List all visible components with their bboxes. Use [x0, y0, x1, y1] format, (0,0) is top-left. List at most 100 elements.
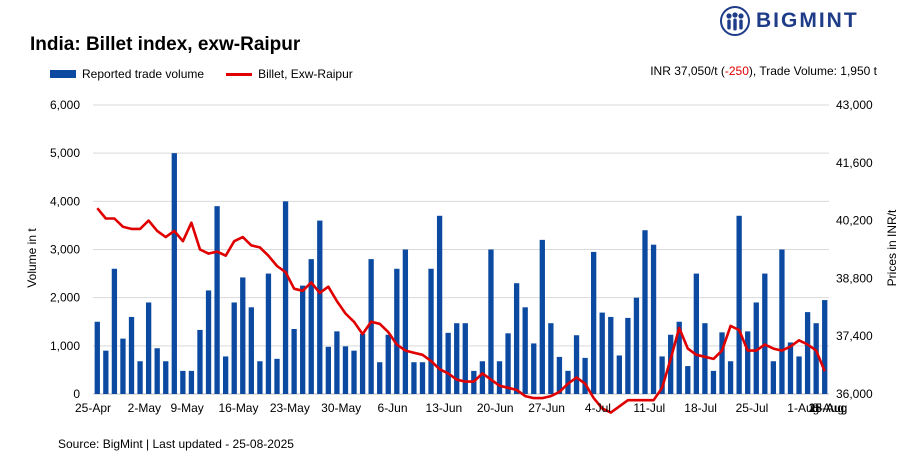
volume-bar — [625, 317, 631, 394]
volume-bar — [282, 201, 289, 394]
volume-bar — [753, 302, 759, 394]
volume-bar — [128, 316, 135, 394]
volume-bar — [445, 332, 451, 394]
volume-bar — [197, 329, 203, 394]
x-tick-label: 18-Jul — [684, 401, 717, 415]
volume-bar — [411, 362, 417, 394]
volume-bar — [659, 356, 665, 394]
x-tick-label: 27-Jun — [528, 401, 565, 415]
x-tick-label: 30-May — [321, 401, 361, 415]
volume-bar — [300, 285, 306, 394]
volume-bar — [573, 335, 580, 394]
volume-bar — [308, 259, 314, 394]
volume-bar — [719, 332, 725, 394]
bigmint-people-icon — [720, 6, 750, 36]
volume-bar — [214, 206, 220, 394]
volume-bar — [462, 323, 468, 394]
legend-line-swatch — [226, 72, 253, 76]
x-tick-label: 20-Jun — [477, 401, 514, 415]
volume-bar — [351, 350, 357, 394]
volume-bar — [513, 283, 520, 394]
volume-bar — [505, 333, 511, 394]
volume-bar — [745, 331, 751, 394]
volume-bar — [668, 334, 674, 394]
summary-suffix: ), Trade Volume: 1,950 t — [748, 64, 877, 78]
right-tick-label: 40,200 — [836, 214, 873, 228]
volume-bar — [419, 362, 426, 394]
volume-bar — [248, 307, 254, 394]
volume-bar — [582, 357, 588, 394]
right-tick-label: 36,000 — [836, 387, 873, 401]
volume-bar — [377, 362, 383, 394]
logo-text: BIGMINT — [756, 9, 859, 32]
legend: Reported trade volume Billet, Exw-Raipur — [50, 67, 353, 81]
x-tick-label: 6-Jun — [378, 401, 408, 415]
volume-bar — [171, 153, 177, 394]
volume-bar — [188, 370, 195, 394]
summary-change: -250 — [724, 64, 749, 78]
right-tick-label: 38,800 — [836, 271, 873, 285]
volume-bar — [385, 334, 391, 394]
volume-bar — [325, 346, 332, 394]
volume-bar — [599, 312, 605, 394]
volume-bar — [548, 323, 554, 394]
volume-bar — [402, 249, 409, 394]
volume-bar — [531, 343, 537, 394]
volume-bar — [137, 361, 143, 394]
volume-bar — [394, 268, 400, 394]
volume-bar — [428, 268, 434, 394]
volume-bar — [111, 268, 118, 394]
volume-bar — [685, 366, 691, 394]
legend-bar-swatch — [50, 70, 76, 78]
volume-bar — [257, 361, 263, 394]
volume-bar — [180, 370, 186, 394]
left-axis-ticks: 0 1,000 2,000 3,000 4,000 5,000 6,000 — [50, 98, 80, 401]
volume-bar — [787, 342, 794, 394]
volume-bar — [676, 321, 682, 394]
left-tick-label: 4,000 — [50, 194, 80, 208]
left-tick-label: 3,000 — [50, 243, 80, 257]
volume-bar — [702, 323, 708, 394]
volume-bar — [539, 239, 545, 394]
volume-bar — [727, 361, 734, 394]
volume-bar — [154, 348, 160, 394]
x-axis-ticks: 25-Apr 2-May 9-May 16-May 23-May 30-May 6-Jun 1… — [75, 401, 847, 415]
right-tick-label: 37,400 — [836, 329, 873, 343]
volume-bar — [616, 355, 622, 394]
volume-bar — [436, 215, 443, 394]
x-tick-label: 11-Jul — [633, 401, 665, 415]
right-tick-label: 43,000 — [836, 98, 873, 112]
x-tick-label: 9-May — [170, 401, 203, 415]
volume-bar — [334, 331, 340, 394]
right-tick-label: 41,600 — [836, 156, 873, 170]
price-line-path — [96, 207, 826, 414]
x-tick-label: 1-Aug — [787, 401, 819, 415]
x-tick-label: 4-Jul — [585, 401, 611, 415]
volume-bar — [368, 259, 374, 394]
volume-bar — [103, 350, 109, 394]
volume-bar — [291, 328, 297, 394]
volume-bar — [813, 323, 819, 394]
volume-bar — [804, 312, 811, 394]
volume-bar — [222, 356, 229, 394]
summary-prefix: INR 37,050/t ( — [650, 64, 725, 78]
volume-bar — [642, 230, 648, 394]
volume-bar — [274, 358, 280, 394]
volume-bar — [231, 302, 237, 394]
volume-bar — [762, 273, 768, 394]
volume-bar — [779, 249, 785, 394]
x-tick-label: 2-May — [128, 401, 161, 415]
brand-logo: BIGMINT — [720, 6, 859, 36]
left-tick-label: 2,000 — [50, 291, 80, 305]
legend-line-label: Billet, Exw-Raipur — [258, 67, 353, 81]
source-note: Source: BigMint | Last updated - 25-08-2… — [58, 437, 294, 451]
volume-bar — [120, 338, 126, 394]
legend-bar-label: Reported trade volume — [82, 67, 205, 81]
gridlines — [93, 104, 829, 395]
volume-bar — [145, 302, 152, 394]
volume-bar — [454, 323, 460, 394]
volume-bar — [522, 307, 528, 394]
volume-bar — [770, 361, 777, 394]
chart-title: India: Billet index, exw-Raipur — [30, 34, 301, 55]
